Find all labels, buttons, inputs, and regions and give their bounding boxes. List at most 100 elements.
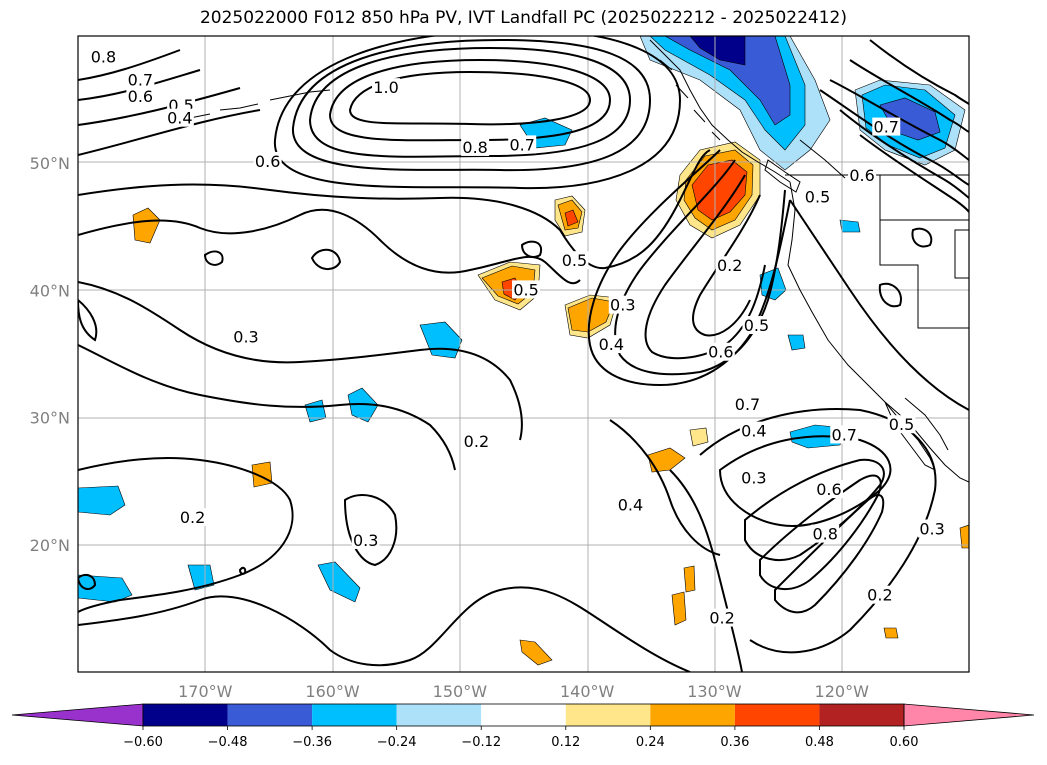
positive-anomaly-11 (959, 524, 969, 549)
contour-label: 0.7 (832, 425, 857, 444)
contour-label: 0.3 (741, 469, 766, 488)
contour-label-bg (739, 421, 768, 440)
contour-label-bg (739, 468, 768, 487)
contour-label-bg (462, 431, 491, 450)
longitude-label: 130°W (687, 682, 742, 701)
negative-anomaly-7 (78, 485, 126, 516)
contour-label: 0.7 (874, 118, 899, 137)
contour-label-bg (351, 530, 380, 549)
positive-anomaly-12 (883, 627, 899, 639)
contour-east-4 (849, 59, 969, 133)
colorbar-segment (650, 704, 735, 726)
contour-label: 0.3 (610, 296, 635, 315)
latitude-label: 30°N (30, 409, 70, 428)
contour-label: 0.2 (867, 586, 892, 605)
contour-label-bg (512, 280, 541, 299)
contour-label: 0.6 (255, 152, 280, 171)
colorbar-tick-label: 0.24 (636, 735, 665, 750)
contour-label: 0.5 (744, 316, 769, 335)
contour-0.2-bottom (78, 586, 691, 672)
contour-label-bg (461, 137, 490, 156)
latitude-labels: 50°N 40°N 30°N 20°N (30, 154, 70, 555)
latitude-label: 20°N (30, 536, 70, 555)
contour-label: 0.2 (709, 609, 734, 628)
contour-label-bg (814, 480, 843, 499)
negative-anomaly-2 (419, 321, 463, 359)
contour-label-bg (811, 524, 840, 543)
colorbar-segment (565, 704, 651, 726)
contour-label: 0.2 (464, 432, 489, 451)
contour-east-2 (819, 89, 969, 186)
contour-label-bg (178, 508, 207, 527)
contour-label: 0.5 (562, 251, 587, 270)
contour-label-bg (560, 251, 589, 270)
positive-anomaly-3-core (564, 209, 579, 227)
contour-labels: 0.8 0.7 0.6 0.5 0.4 1.0 0.8 0.7 0.6 0.5 0.5 0.3 0.2 0… (89, 47, 947, 628)
contour-label-bg (872, 117, 901, 136)
contour-label-bg (508, 135, 537, 154)
contour-label-bg (865, 585, 894, 604)
contour-label: 0.8 (91, 48, 116, 67)
contour-label: 0.6 (128, 87, 153, 106)
contour-0.3-main (78, 281, 523, 441)
contour-small-2 (310, 248, 342, 270)
contour-small-4 (78, 573, 97, 591)
colorbar-extend-right (903, 703, 1035, 727)
contour-label: 0.4 (167, 109, 192, 128)
positive-anomaly-4 (132, 207, 161, 244)
colorbar-tick-label: 0.12 (551, 735, 580, 750)
alaska-coast (649, 39, 791, 183)
negative-anomaly-9 (187, 564, 215, 591)
longitude-label: 120°W (815, 682, 870, 701)
contour-small-3 (520, 240, 543, 258)
contour-label: 0.4 (618, 495, 643, 514)
colorbar-segment (227, 704, 313, 726)
contour-label-bg (616, 495, 645, 514)
contour-trough-2 (614, 159, 786, 376)
contour-label-bg (126, 70, 155, 89)
colorbar-segment (481, 704, 566, 726)
contour-label-bg (918, 519, 947, 538)
latitude-label: 40°N (30, 281, 70, 300)
colorbar-segment (143, 704, 228, 726)
west-coast (787, 181, 969, 483)
contour-label: 0.5 (805, 188, 830, 207)
contour-label-bg (733, 394, 762, 413)
contour-small-5 (238, 566, 247, 575)
positive-anomaly-coast-core (691, 159, 748, 221)
latitude-label: 50°N (30, 154, 70, 173)
colorbar-tick-label: 0.48 (805, 735, 834, 750)
gridlines (78, 36, 969, 672)
contour-label: 0.5 (889, 415, 914, 434)
positive-anomaly-7 (671, 591, 687, 626)
contour-wave (78, 49, 261, 156)
negative-anomaly-12 (839, 219, 861, 233)
colorbar-tick-label: −0.60 (123, 735, 163, 750)
negative-anomaly-4 (304, 399, 327, 423)
contour-0.2-sw (78, 457, 294, 613)
baja (884, 401, 936, 472)
contour-label-bg (708, 608, 737, 627)
contour-0.4-mid (609, 419, 721, 556)
contour-label: 0.8 (462, 138, 487, 157)
contour-east-5 (869, 39, 969, 105)
colorbar-segment (312, 704, 397, 726)
contour-0.6 (273, 36, 682, 190)
contour-east-7 (859, 134, 969, 213)
contour-label: 0.6 (816, 480, 841, 499)
contour-small-6 (878, 282, 902, 308)
contour-east-1 (789, 199, 969, 411)
colorbar-segment (396, 704, 482, 726)
contour-label: 0.3 (353, 531, 378, 550)
longitude-label: 140°W (560, 682, 615, 701)
contour-label-bg (848, 165, 877, 184)
colorbar-segment (819, 704, 904, 726)
contour-label: 1.0 (373, 78, 398, 97)
map-title: 2025022000 F012 850 hPa PV, IVT Landfall… (199, 8, 847, 28)
contour-label: 0.6 (708, 343, 733, 362)
contour-1.0 (348, 70, 592, 126)
contour-label-bg (830, 425, 859, 444)
positive-anomaly-10 (689, 427, 709, 447)
pv-contours (78, 36, 969, 672)
bc-coast (799, 139, 846, 179)
